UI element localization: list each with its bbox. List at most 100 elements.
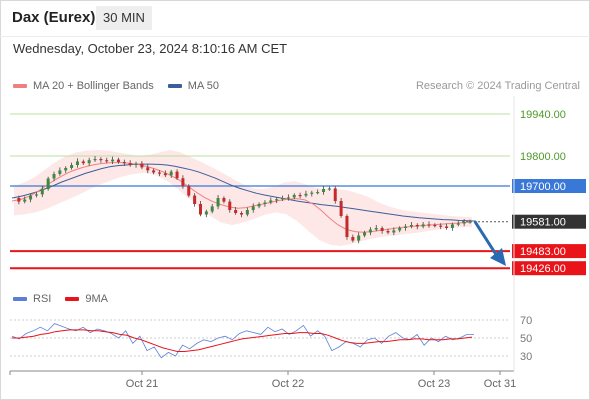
legend-ma50-label: MA 50 bbox=[187, 80, 219, 92]
candle-body bbox=[468, 221, 472, 223]
rsi-swatch bbox=[13, 297, 27, 301]
ma50-swatch bbox=[167, 84, 182, 88]
candle-body bbox=[152, 170, 156, 173]
candle-body bbox=[187, 186, 191, 196]
level-label-19700.00: 19700.00 bbox=[520, 181, 566, 193]
price-legend: MA 20 + Bollinger Bands MA 50 bbox=[13, 80, 233, 92]
candle-body bbox=[398, 228, 402, 231]
level-tag-19483.00 bbox=[512, 244, 586, 259]
level-tag-19581.00 bbox=[512, 214, 586, 229]
candle-body bbox=[228, 201, 232, 210]
candle-body bbox=[87, 160, 91, 164]
legend-item-rsi-ma: 9MA bbox=[65, 293, 108, 305]
chart-header: Dax (Eurex) 30 MIN bbox=[0, 0, 590, 36]
legend-item-rsi: RSI bbox=[13, 293, 51, 305]
candle-body bbox=[257, 204, 261, 207]
candle-body bbox=[29, 195, 33, 200]
candle-body bbox=[409, 225, 413, 227]
candle-body bbox=[70, 165, 74, 168]
candle-body bbox=[17, 198, 21, 202]
candle-body bbox=[122, 162, 126, 164]
ma50-line bbox=[11, 163, 477, 222]
bollinger-band bbox=[14, 150, 472, 246]
candle-body bbox=[157, 172, 161, 174]
copyright-text: Research © 2024 Trading Central bbox=[415, 80, 580, 92]
candle-body bbox=[105, 160, 109, 162]
rsi-line bbox=[11, 323, 474, 359]
candle-body bbox=[275, 199, 279, 201]
candle-body bbox=[251, 206, 255, 210]
rsi-legend: RSI 9MA bbox=[13, 293, 122, 305]
candle-body bbox=[404, 226, 408, 228]
legend-ma20-label: MA 20 + Bollinger Bands bbox=[33, 80, 154, 92]
candle-body bbox=[415, 225, 419, 227]
candle-body bbox=[116, 159, 120, 162]
candle-body bbox=[234, 210, 238, 213]
candle-body bbox=[327, 188, 331, 190]
rsi-ma-line bbox=[12, 329, 473, 352]
level-label-19800.00: 19800.00 bbox=[520, 151, 566, 163]
candle-body bbox=[363, 232, 367, 236]
instrument-title: Dax (Eurex) bbox=[12, 9, 96, 26]
rsi-level-label-50: 50 bbox=[520, 333, 532, 345]
candle-body bbox=[146, 167, 150, 171]
ma20-line bbox=[11, 162, 473, 233]
x-tick-label-Oct 31: Oct 31 bbox=[484, 378, 516, 390]
candle-body bbox=[456, 223, 460, 225]
candle-body bbox=[40, 189, 44, 195]
legend-rsi-label: RSI bbox=[33, 293, 52, 305]
ma20-swatch bbox=[13, 84, 27, 88]
candle-body bbox=[445, 226, 449, 228]
candle-body bbox=[263, 202, 267, 204]
candle-body bbox=[298, 195, 302, 197]
candle-body bbox=[222, 198, 226, 202]
level-tag-19426.00 bbox=[512, 261, 586, 276]
rsi-ma-swatch bbox=[65, 297, 80, 301]
candle-body bbox=[322, 189, 326, 192]
candle-body bbox=[345, 216, 349, 237]
candle-body bbox=[245, 210, 249, 215]
candle-body bbox=[81, 161, 85, 164]
candle-body bbox=[286, 197, 290, 199]
rsi-level-label-70: 70 bbox=[520, 315, 532, 327]
legend-item-ma50: MA 50 bbox=[167, 80, 219, 92]
candle-body bbox=[175, 171, 179, 179]
candle-body bbox=[140, 163, 144, 168]
candle-body bbox=[169, 171, 173, 176]
x-tick-label-Oct 21: Oct 21 bbox=[126, 378, 158, 390]
rsi-level-label-30: 30 bbox=[520, 351, 532, 363]
candle-body bbox=[374, 228, 378, 230]
level-label-19483.00: 19483.00 bbox=[520, 246, 566, 258]
candle-body bbox=[281, 198, 285, 200]
candle-body bbox=[316, 192, 320, 194]
candle-body bbox=[128, 163, 132, 165]
candle-body bbox=[34, 194, 38, 196]
legend-item-ma20: MA 20 + Bollinger Bands bbox=[13, 80, 154, 92]
candle-body bbox=[339, 201, 343, 216]
candle-body bbox=[240, 213, 243, 215]
candle-body bbox=[99, 159, 103, 161]
candle-body bbox=[392, 230, 396, 233]
candle-body bbox=[310, 192, 314, 194]
timeframe-badge[interactable]: 30 MIN bbox=[96, 6, 152, 30]
candle-body bbox=[333, 188, 337, 201]
chart-datetime: Wednesday, October 23, 2024 8:10:16 AM C… bbox=[13, 41, 288, 56]
candle-body bbox=[386, 231, 390, 233]
candle-body bbox=[380, 228, 384, 231]
candle-body bbox=[58, 170, 62, 174]
x-tick-label-Oct 23: Oct 23 bbox=[418, 378, 450, 390]
candle-body bbox=[75, 161, 79, 165]
candle-body bbox=[269, 200, 273, 203]
candle-body bbox=[216, 198, 220, 207]
candle-body bbox=[198, 204, 202, 215]
candle-body bbox=[427, 224, 431, 226]
x-tick-label-Oct 22: Oct 22 bbox=[272, 378, 304, 390]
candle-body bbox=[46, 178, 50, 189]
candle-body bbox=[52, 174, 56, 179]
candle-body bbox=[181, 178, 185, 186]
candle-body bbox=[193, 195, 197, 204]
candle-body bbox=[93, 159, 97, 161]
level-label-19581.00: 19581.00 bbox=[520, 217, 566, 229]
candle-body bbox=[357, 235, 361, 241]
